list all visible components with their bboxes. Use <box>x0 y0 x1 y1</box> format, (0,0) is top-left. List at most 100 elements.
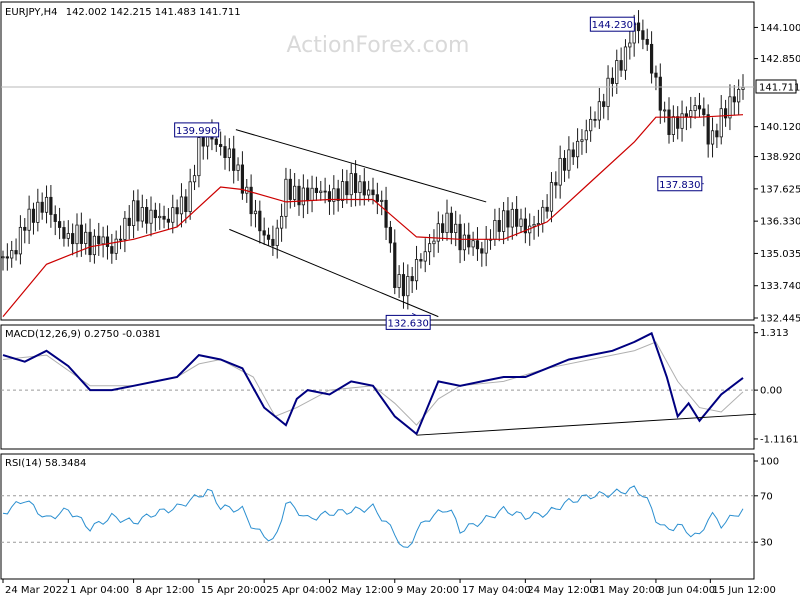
candle-body <box>710 130 715 145</box>
trendline <box>229 228 439 318</box>
candle-body <box>57 221 62 228</box>
rsi-panel-title: RSI(14) 58.3484 <box>5 458 86 469</box>
candle-body <box>676 116 680 129</box>
candle-body <box>606 77 610 107</box>
candle-body <box>693 105 697 111</box>
candle <box>419 253 423 269</box>
candle <box>545 194 549 219</box>
candle <box>410 266 414 293</box>
candle-body <box>171 207 175 223</box>
candle <box>1 250 5 271</box>
candle-body <box>593 118 597 121</box>
candle-body <box>628 42 632 48</box>
candle <box>75 213 79 258</box>
candle <box>589 106 593 142</box>
candle-body <box>445 212 449 233</box>
macd-trendline <box>416 413 757 436</box>
time-tick-label: 2 May 12:00 <box>331 585 393 596</box>
candle-body <box>323 190 327 193</box>
candle <box>40 192 44 220</box>
candle-body <box>702 108 706 116</box>
candle-body <box>671 116 675 135</box>
candle-body <box>136 200 140 222</box>
candle-body <box>118 238 123 241</box>
candle <box>441 214 445 241</box>
candle-body <box>53 214 57 222</box>
current-price-label: 141.711 <box>759 82 800 93</box>
candle <box>693 97 697 119</box>
candle-body <box>153 209 157 219</box>
candle <box>118 225 123 250</box>
macd-panel: 1.313 0.00 -1.1161 <box>1 328 799 445</box>
candle-body <box>40 201 44 213</box>
candle <box>619 47 623 77</box>
candle-body <box>266 234 271 240</box>
candle-body <box>493 220 497 240</box>
candle-body <box>336 188 340 201</box>
candle-body <box>419 259 423 262</box>
candle <box>584 119 588 154</box>
candle <box>188 168 192 220</box>
candle <box>5 243 9 271</box>
candle-body <box>615 60 619 84</box>
candle-body <box>388 226 393 244</box>
candle-body <box>375 194 379 202</box>
time-tick-label: 8 Apr 12:00 <box>136 585 195 596</box>
rsi-axis-tick-label: 70 <box>760 491 773 502</box>
candle-body <box>719 108 723 138</box>
candle-body <box>97 235 101 245</box>
candle <box>480 241 484 267</box>
candle-body <box>227 148 231 159</box>
candle-body <box>706 114 710 145</box>
candle <box>232 135 236 184</box>
candle-body <box>567 149 571 171</box>
candle-body <box>358 181 362 194</box>
candle <box>536 209 541 237</box>
candle-body <box>414 259 419 282</box>
candle <box>297 179 301 216</box>
candle-body <box>319 190 323 193</box>
candle <box>66 220 70 247</box>
price-panel-frame <box>0 1 755 321</box>
candle-body <box>236 164 240 171</box>
candle-body <box>223 146 227 159</box>
price-label-text: 132.630 <box>387 318 428 329</box>
candle <box>658 63 662 124</box>
candle-body <box>214 138 218 145</box>
candle-body <box>240 164 245 194</box>
candle-body <box>179 196 184 215</box>
candle <box>728 84 732 131</box>
candle <box>654 65 658 91</box>
price-axis-tick-label: 137.625 <box>760 184 800 195</box>
candle <box>636 10 641 44</box>
candle-body <box>127 217 131 226</box>
candle-body <box>258 210 262 232</box>
time-tick-label: 9 May 20:00 <box>397 585 459 596</box>
candle-body <box>728 96 732 119</box>
price-panel-title: EURJPY,H4 142.002 142.215 141.483 141.71… <box>5 7 241 18</box>
macd-panel-frame <box>0 324 755 450</box>
macd-axis-tick-label: 1.313 <box>760 328 789 339</box>
candle <box>14 238 18 261</box>
candle-body <box>458 223 462 251</box>
macd-panel-title: MACD(12,26,9) 0.2750 -0.0381 <box>5 329 161 340</box>
candle <box>236 157 240 181</box>
candle-body <box>367 189 371 196</box>
candle <box>49 185 53 228</box>
candle <box>549 172 554 223</box>
candle-body <box>123 217 127 240</box>
candle <box>219 131 223 156</box>
candle <box>323 177 327 204</box>
candle-body <box>658 76 662 111</box>
candle <box>97 222 101 256</box>
candle-body <box>184 196 188 212</box>
rsi-axis-tick-label: 30 <box>760 538 773 549</box>
candle <box>501 201 506 245</box>
candle <box>606 65 610 121</box>
candle-body <box>271 238 275 246</box>
candle-body <box>36 201 40 223</box>
candle-body <box>88 231 92 256</box>
candle-body <box>737 89 741 103</box>
candle <box>145 199 149 234</box>
